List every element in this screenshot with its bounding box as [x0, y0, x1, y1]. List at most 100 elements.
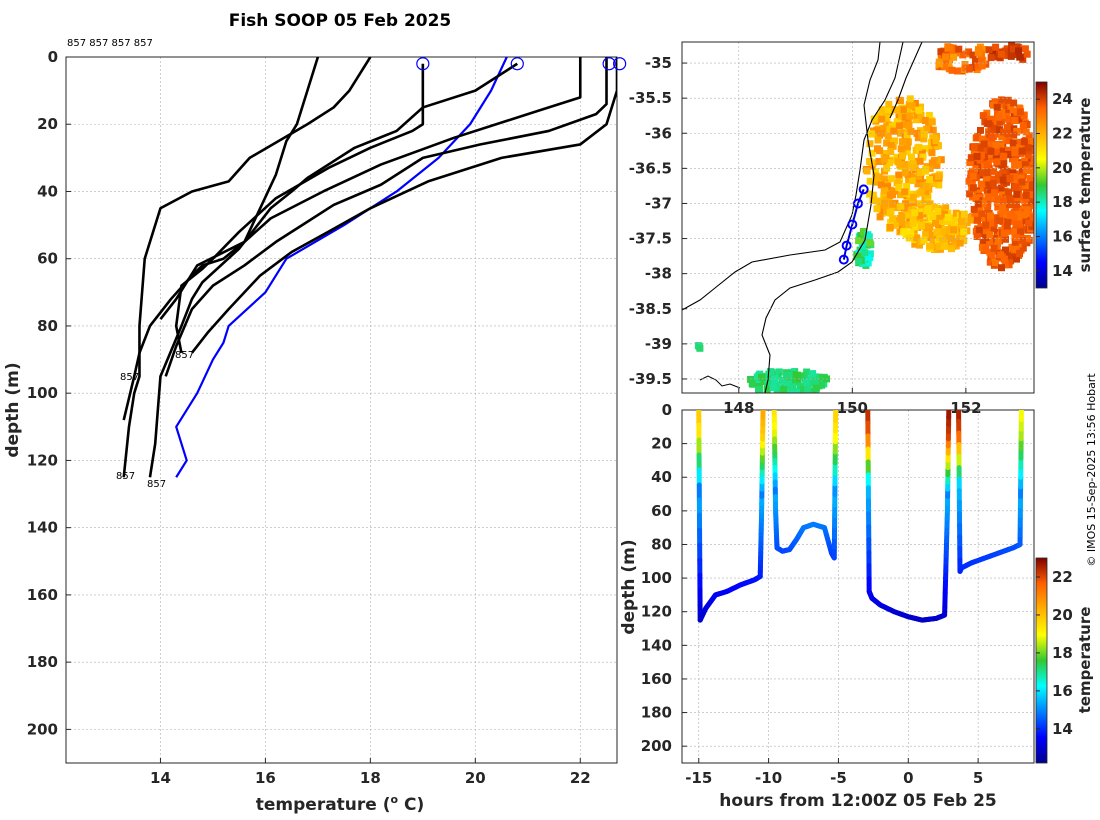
sst-cell — [906, 112, 914, 120]
sst-cell — [804, 386, 812, 393]
left-y-tick-label: 140 — [27, 519, 58, 537]
sst-cell — [876, 213, 884, 221]
sst-cell — [918, 149, 926, 157]
sst-cell — [990, 244, 998, 252]
sst-cell — [911, 240, 919, 248]
sst-cell — [1001, 261, 1009, 269]
sst-cell — [897, 129, 904, 137]
cast-tracks — [696, 410, 1024, 623]
sst-cell — [877, 197, 885, 205]
sst-cell — [917, 222, 925, 230]
sst-cell — [899, 138, 906, 146]
sst-cell — [905, 176, 913, 184]
sst-cell — [1011, 228, 1019, 236]
profile-start-markers — [416, 57, 627, 71]
sst-heatmap — [694, 42, 1034, 393]
sst-cell — [919, 153, 927, 161]
map-lon-tick-label: 148 — [723, 399, 754, 417]
sst-cell — [904, 108, 912, 116]
sst-cell — [908, 102, 916, 110]
sst-cell — [984, 193, 992, 201]
sst-cell — [855, 257, 863, 265]
sst-cell — [992, 214, 1000, 222]
depth-time-x-label: hours from 12:00Z 05 Feb 25 — [719, 791, 997, 811]
sst-cell — [1020, 138, 1028, 146]
sst-cell — [1011, 158, 1019, 165]
sst-cell — [1026, 175, 1034, 182]
sst-cell — [928, 118, 936, 126]
sst-cell — [1014, 196, 1022, 203]
sst-cell — [882, 196, 890, 204]
sst-cell — [903, 138, 911, 146]
sst-cell — [944, 213, 952, 221]
sst-cell — [990, 101, 997, 109]
sst-cell — [1003, 51, 1011, 59]
sst-cell — [941, 242, 948, 250]
sst-colorbar-tick-label: 24 — [1052, 90, 1073, 108]
sst-cell — [998, 147, 1005, 155]
border-line — [761, 42, 881, 393]
sst-cell — [1029, 213, 1034, 221]
island-coast — [699, 375, 741, 389]
sst-cell — [920, 135, 928, 143]
sst-cell — [992, 141, 1000, 149]
map-lat-tick-label: -38.5 — [629, 300, 672, 318]
sst-cell — [970, 205, 978, 213]
sst-cell — [887, 142, 895, 149]
sst-cell — [1028, 138, 1034, 145]
sst-cell — [1017, 182, 1024, 190]
sst-cell — [1005, 261, 1013, 269]
sst-cell — [861, 249, 869, 257]
sst-cell — [1028, 223, 1034, 231]
sst-cell — [987, 212, 994, 220]
sst-cell — [973, 152, 981, 160]
sst-cell — [930, 180, 938, 187]
sst-cell — [1007, 257, 1015, 265]
map-lat-tick-label: -35.5 — [629, 89, 672, 107]
sst-cell — [926, 175, 934, 183]
sst-cell — [915, 143, 923, 151]
sst-cell — [775, 368, 783, 376]
sst-cell — [881, 110, 889, 118]
sst-cell — [914, 180, 922, 188]
temp-colorbar-tick-label: 20 — [1052, 606, 1073, 624]
sst-cell — [957, 217, 965, 225]
sst-cell — [1018, 147, 1026, 155]
sst-cell — [880, 124, 888, 132]
profile-label-1: 857 — [175, 350, 194, 361]
sst-cell — [998, 101, 1006, 109]
sst-cell — [1021, 161, 1029, 169]
sst-cell — [747, 375, 754, 383]
sst-cell — [935, 181, 943, 189]
temp-colorbar-tick-label: 14 — [1052, 720, 1073, 738]
sst-cell — [1016, 53, 1024, 61]
coastline — [682, 42, 923, 393]
sst-cell — [987, 147, 995, 155]
depth-time-y-tick-label: 160 — [641, 670, 672, 688]
sst-cell — [883, 139, 891, 147]
sst-cell — [1013, 190, 1021, 198]
sst-cell — [1012, 234, 1020, 242]
sst-cell — [778, 376, 786, 384]
sst-cell — [975, 226, 983, 234]
sst-cell — [886, 125, 894, 133]
sst-cell — [911, 223, 919, 231]
sst-cell — [998, 161, 1006, 169]
sst-cell — [881, 199, 889, 207]
left-y-tick-label: 40 — [37, 182, 58, 200]
sst-cell — [1011, 144, 1019, 152]
sst-cell — [938, 206, 946, 214]
sst-cell — [873, 126, 881, 134]
sst-cell — [808, 387, 816, 393]
sst-cell — [974, 62, 982, 70]
profile-line-highlight — [175, 57, 508, 478]
sst-cell — [1022, 128, 1030, 136]
sst-cell — [889, 215, 897, 223]
sst-cell — [1019, 236, 1026, 244]
sst-cell — [972, 195, 980, 202]
sst-cell — [1022, 191, 1030, 199]
sst-cell — [855, 237, 863, 245]
sst-cell — [1011, 162, 1019, 169]
profile-label-3: 857 — [116, 471, 135, 482]
sst-cell — [952, 242, 960, 250]
